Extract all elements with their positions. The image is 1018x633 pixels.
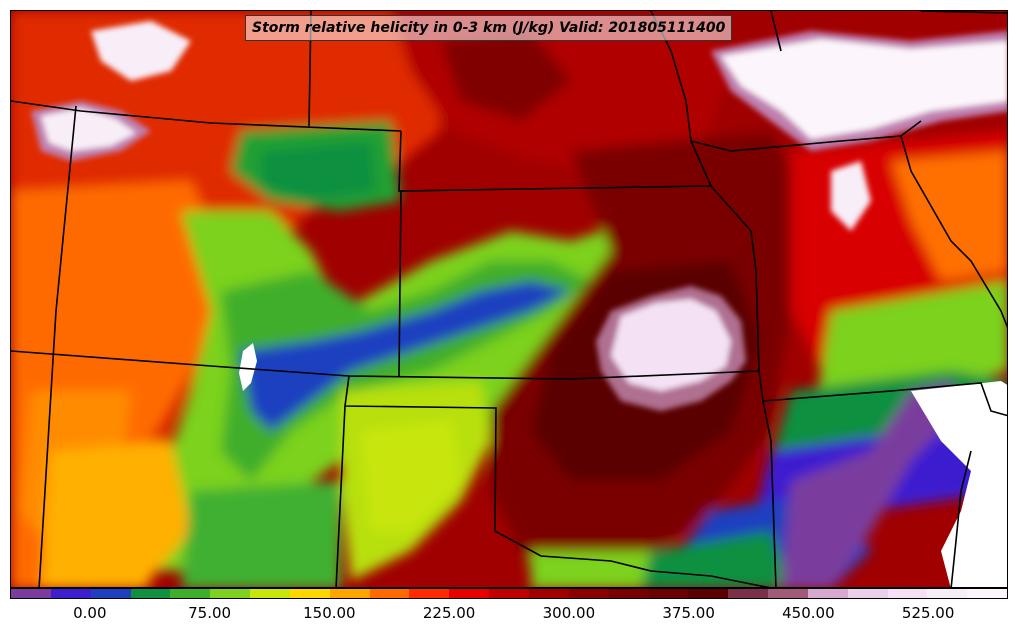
colorbar-tick-label: 75.00 bbox=[188, 604, 232, 622]
colorbar-swatch bbox=[528, 589, 569, 598]
colorbar-tick-label: 525.00 bbox=[901, 604, 955, 622]
lake-patch bbox=[239, 343, 257, 391]
colorbar-swatch bbox=[210, 589, 251, 598]
colorbar-tick-label: 150.00 bbox=[303, 604, 356, 622]
colorbar-tick-label: 225.00 bbox=[422, 604, 476, 622]
colorbar-ticks: 0.00 75.00 150.00 225.00 300.00 375.00 450.00 5… bbox=[10, 600, 1008, 630]
colorbar-swatch bbox=[369, 589, 410, 598]
colorbar-swatch bbox=[449, 589, 490, 598]
map-title: Storm relative helicity in 0-3 km (J/kg)… bbox=[245, 15, 733, 41]
colorbar-swatch bbox=[807, 589, 848, 598]
colorbar-swatch bbox=[728, 589, 769, 598]
colorbar-swatch bbox=[768, 589, 808, 598]
colorbar-swatch bbox=[90, 589, 131, 598]
high-helicity-patches bbox=[31, 21, 1007, 411]
colorbar-swatch bbox=[887, 589, 928, 598]
colorbar-swatch bbox=[927, 589, 968, 598]
map-title-text: Storm relative helicity in 0-3 km (J/kg)… bbox=[252, 20, 726, 36]
colorbar-swatch bbox=[967, 589, 1008, 598]
colorbar-swatch bbox=[170, 589, 211, 598]
helicity-map bbox=[10, 10, 1008, 588]
colorbar-swatch bbox=[50, 589, 91, 598]
colorbar-swatch bbox=[409, 589, 450, 598]
colorbar-swatch bbox=[568, 589, 609, 598]
colorbar-swatch bbox=[847, 589, 888, 598]
state-boundaries bbox=[11, 11, 1007, 587]
colorbar-tick-label: 450.00 bbox=[782, 604, 835, 622]
colorbar-swatch bbox=[648, 589, 689, 598]
colorbar-swatch bbox=[130, 589, 171, 598]
colorbar-swatch bbox=[688, 589, 729, 598]
colorbar-swatch bbox=[11, 589, 51, 598]
colorbar-swatch bbox=[250, 589, 290, 598]
colorbar-tick-label: 375.00 bbox=[662, 604, 715, 622]
no-data-area bbox=[911, 381, 1007, 587]
colorbar-swatch bbox=[608, 589, 649, 598]
colorbar-tick-label: 300.00 bbox=[542, 604, 596, 622]
colorbar bbox=[10, 588, 1008, 599]
colorbar-tick-label: 0.00 bbox=[73, 604, 107, 622]
colorbar-swatch bbox=[329, 589, 370, 598]
colorbar-swatch bbox=[289, 589, 330, 598]
map-canvas bbox=[11, 11, 1007, 587]
colorbar-swatch bbox=[489, 589, 529, 598]
